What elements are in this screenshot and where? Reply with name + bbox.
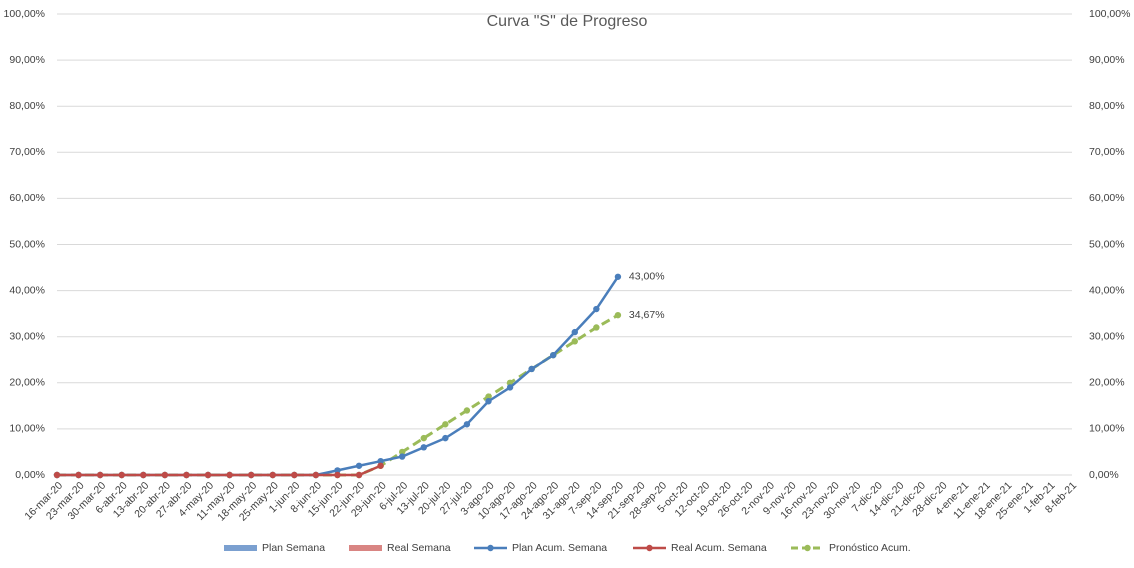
marker <box>463 421 471 428</box>
legend-label: Real Acum. Semana <box>671 542 767 554</box>
marker <box>485 393 492 400</box>
y2-tick-label: 100,00% <box>1089 8 1130 20</box>
legend-label: Plan Semana <box>262 542 325 554</box>
y-tick-label: 60,00% <box>9 192 45 204</box>
marker <box>506 384 514 391</box>
marker <box>442 434 449 442</box>
marker <box>528 365 535 373</box>
marker <box>226 471 233 479</box>
y-tick-label: 10,00% <box>9 423 45 435</box>
marker <box>75 471 82 479</box>
marker <box>204 471 212 479</box>
marker <box>96 471 104 479</box>
marker <box>420 434 427 442</box>
marker <box>614 311 622 319</box>
marker <box>312 471 320 479</box>
marker <box>355 462 363 469</box>
legend-label: Real Semana <box>387 542 451 554</box>
marker <box>571 328 578 336</box>
marker <box>485 398 492 405</box>
legend-label: Pronóstico Acum. <box>829 542 911 554</box>
chart-title: Curva "S" de Progreso <box>487 13 648 30</box>
y2-tick-label: 30,00% <box>1089 330 1125 342</box>
y2-tick-label: 20,00% <box>1089 377 1125 389</box>
y-tick-label: 100,00% <box>4 8 45 20</box>
data-label: 34,67% <box>629 309 665 321</box>
series-line <box>57 464 382 477</box>
y-tick-label: 30,00% <box>9 330 45 342</box>
y-tick-label: 50,00% <box>9 238 45 250</box>
legend-swatch <box>349 545 382 551</box>
y2-tick-label: 50,00% <box>1089 238 1125 250</box>
legend-label: Plan Acum. Semana <box>512 542 607 554</box>
marker <box>377 462 384 469</box>
marker <box>420 444 427 451</box>
marker <box>247 471 255 479</box>
marker <box>334 471 341 479</box>
marker <box>161 471 169 479</box>
y-tick-label: 40,00% <box>9 284 45 296</box>
marker <box>463 407 471 414</box>
legend-marker <box>646 544 653 552</box>
marker <box>377 457 384 465</box>
y2-tick-label: 10,00% <box>1089 423 1125 435</box>
y2-tick-label: 0,00% <box>1089 469 1119 481</box>
marker <box>571 338 578 345</box>
y-tick-label: 20,00% <box>9 377 45 389</box>
y-tick-label: 80,00% <box>9 100 45 112</box>
marker <box>550 351 557 359</box>
marker <box>183 471 190 479</box>
y2-tick-label: 90,00% <box>1089 54 1125 66</box>
marker <box>593 324 600 331</box>
marker <box>140 471 147 479</box>
marker <box>398 453 406 460</box>
y2-tick-label: 60,00% <box>1089 192 1125 204</box>
y2-tick-label: 80,00% <box>1089 100 1125 112</box>
y2-tick-label: 70,00% <box>1089 146 1125 158</box>
marker <box>118 471 125 479</box>
legend-marker <box>804 544 811 552</box>
marker <box>334 467 341 474</box>
legend-swatch <box>224 545 257 551</box>
y-tick-label: 70,00% <box>9 146 45 158</box>
marker <box>355 471 363 479</box>
legend-marker <box>487 544 494 552</box>
y-tick-label: 0,00% <box>15 469 45 481</box>
marker <box>442 421 449 428</box>
marker <box>291 471 298 479</box>
marker <box>269 471 276 479</box>
y-tick-label: 90,00% <box>9 54 45 66</box>
marker <box>53 471 61 479</box>
data-label: 43,00% <box>629 271 665 283</box>
y2-tick-label: 40,00% <box>1089 284 1125 296</box>
marker <box>614 273 622 280</box>
marker <box>593 305 600 313</box>
marker <box>398 448 406 456</box>
